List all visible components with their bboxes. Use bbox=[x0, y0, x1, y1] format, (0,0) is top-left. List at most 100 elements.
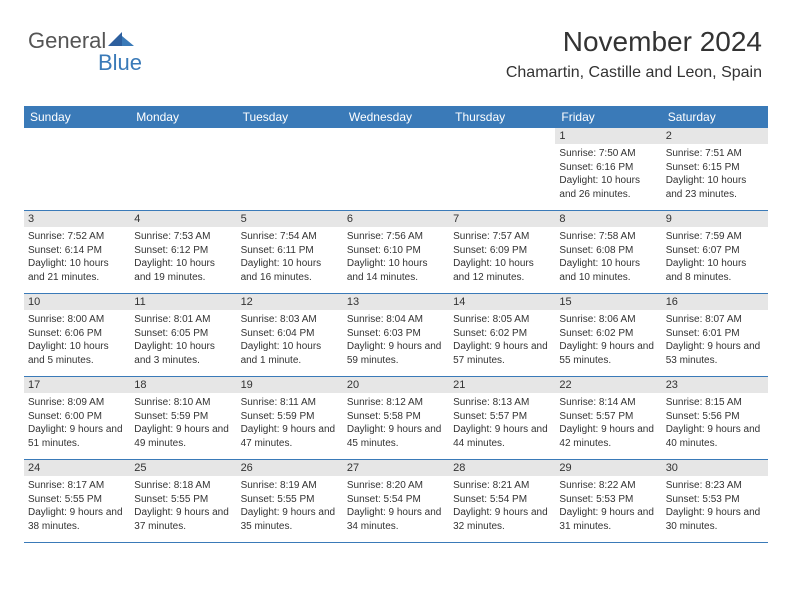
sunrise-text: Sunrise: 7:54 AM bbox=[241, 230, 339, 244]
sunset-text: Sunset: 6:07 PM bbox=[666, 244, 764, 258]
daylight-text: Daylight: 9 hours and 47 minutes. bbox=[241, 423, 339, 450]
day-number: 25 bbox=[130, 460, 236, 476]
day-info: Sunrise: 8:06 AMSunset: 6:02 PMDaylight:… bbox=[559, 313, 657, 367]
sunrise-text: Sunrise: 7:51 AM bbox=[666, 147, 764, 161]
sunset-text: Sunset: 5:59 PM bbox=[134, 410, 232, 424]
day-cell: 13Sunrise: 8:04 AMSunset: 6:03 PMDayligh… bbox=[343, 294, 449, 376]
day-info: Sunrise: 8:05 AMSunset: 6:02 PMDaylight:… bbox=[453, 313, 551, 367]
day-cell: 24Sunrise: 8:17 AMSunset: 5:55 PMDayligh… bbox=[24, 460, 130, 542]
day-cell bbox=[130, 128, 236, 210]
sunrise-text: Sunrise: 8:11 AM bbox=[241, 396, 339, 410]
day-info: Sunrise: 7:50 AMSunset: 6:16 PMDaylight:… bbox=[559, 147, 657, 201]
day-cell: 7 Sunrise: 7:57 AMSunset: 6:09 PMDaylight… bbox=[449, 211, 555, 293]
sunrise-text: Sunrise: 8:10 AM bbox=[134, 396, 232, 410]
day-header-cell: Sunday bbox=[24, 106, 130, 128]
day-number: 30 bbox=[662, 460, 768, 476]
day-number: 23 bbox=[662, 377, 768, 393]
day-cell: 12 Sunrise: 8:03 AMSunset: 6:04 PMDayligh… bbox=[237, 294, 343, 376]
day-info: Sunrise: 7:59 AMSunset: 6:07 PMDaylight:… bbox=[666, 230, 764, 284]
day-info: Sunrise: 8:12 AMSunset: 5:58 PMDaylight:… bbox=[347, 396, 445, 450]
sunrise-text: Sunrise: 8:17 AM bbox=[28, 479, 126, 493]
day-info: Sunrise: 7:57 AMSunset: 6:09 PMDaylight:… bbox=[453, 230, 551, 284]
sunset-text: Sunset: 5:54 PM bbox=[453, 493, 551, 507]
day-cell: 27Sunrise: 8:20 AMSunset: 5:54 PMDayligh… bbox=[343, 460, 449, 542]
sunrise-text: Sunrise: 7:58 AM bbox=[559, 230, 657, 244]
sunset-text: Sunset: 6:10 PM bbox=[347, 244, 445, 258]
day-number: 4 bbox=[130, 211, 236, 227]
day-info: Sunrise: 8:01 AMSunset: 6:05 PMDaylight:… bbox=[134, 313, 232, 367]
sunset-text: Sunset: 6:05 PM bbox=[134, 327, 232, 341]
sunset-text: Sunset: 5:55 PM bbox=[134, 493, 232, 507]
day-info: Sunrise: 8:22 AMSunset: 5:53 PMDaylight:… bbox=[559, 479, 657, 533]
sunrise-text: Sunrise: 8:20 AM bbox=[347, 479, 445, 493]
daylight-text: Daylight: 10 hours and 5 minutes. bbox=[28, 340, 126, 367]
day-cell: 11Sunrise: 8:01 AMSunset: 6:05 PMDayligh… bbox=[130, 294, 236, 376]
day-info: Sunrise: 7:58 AMSunset: 6:08 PMDaylight:… bbox=[559, 230, 657, 284]
day-number: 5 bbox=[237, 211, 343, 227]
day-number: 15 bbox=[555, 294, 661, 310]
day-cell: 17Sunrise: 8:09 AMSunset: 6:00 PMDayligh… bbox=[24, 377, 130, 459]
day-number: 9 bbox=[662, 211, 768, 227]
daylight-text: Daylight: 10 hours and 8 minutes. bbox=[666, 257, 764, 284]
sunset-text: Sunset: 5:53 PM bbox=[666, 493, 764, 507]
day-number: 7 bbox=[449, 211, 555, 227]
day-header-cell: Monday bbox=[130, 106, 236, 128]
day-number: 18 bbox=[130, 377, 236, 393]
sunset-text: Sunset: 5:53 PM bbox=[559, 493, 657, 507]
day-number: 2 bbox=[662, 128, 768, 144]
sunset-text: Sunset: 6:03 PM bbox=[347, 327, 445, 341]
sunset-text: Sunset: 5:59 PM bbox=[241, 410, 339, 424]
day-info: Sunrise: 8:10 AMSunset: 5:59 PMDaylight:… bbox=[134, 396, 232, 450]
day-header-cell: Thursday bbox=[449, 106, 555, 128]
day-info: Sunrise: 8:18 AMSunset: 5:55 PMDaylight:… bbox=[134, 479, 232, 533]
day-cell bbox=[237, 128, 343, 210]
daylight-text: Daylight: 9 hours and 57 minutes. bbox=[453, 340, 551, 367]
sunrise-text: Sunrise: 8:05 AM bbox=[453, 313, 551, 327]
day-cell: 4Sunrise: 7:53 AMSunset: 6:12 PMDaylight… bbox=[130, 211, 236, 293]
sunrise-text: Sunrise: 8:21 AM bbox=[453, 479, 551, 493]
day-cell: 6Sunrise: 7:56 AMSunset: 6:10 PMDaylight… bbox=[343, 211, 449, 293]
sunset-text: Sunset: 6:11 PM bbox=[241, 244, 339, 258]
sunset-text: Sunset: 6:16 PM bbox=[559, 161, 657, 175]
sunset-text: Sunset: 5:54 PM bbox=[347, 493, 445, 507]
day-cell: 3Sunrise: 7:52 AMSunset: 6:14 PMDaylight… bbox=[24, 211, 130, 293]
week-row: 17Sunrise: 8:09 AMSunset: 6:00 PMDayligh… bbox=[24, 377, 768, 460]
location: Chamartin, Castille and Leon, Spain bbox=[506, 64, 762, 82]
daylight-text: Daylight: 10 hours and 14 minutes. bbox=[347, 257, 445, 284]
sunrise-text: Sunrise: 8:09 AM bbox=[28, 396, 126, 410]
sunrise-text: Sunrise: 8:13 AM bbox=[453, 396, 551, 410]
day-header-cell: Wednesday bbox=[343, 106, 449, 128]
day-info: Sunrise: 8:19 AMSunset: 5:55 PMDaylight:… bbox=[241, 479, 339, 533]
day-info: Sunrise: 8:03 AMSunset: 6:04 PMDaylight:… bbox=[241, 313, 339, 367]
daylight-text: Daylight: 9 hours and 30 minutes. bbox=[666, 506, 764, 533]
logo-text-blue: Blue bbox=[98, 50, 142, 76]
day-info: Sunrise: 8:04 AMSunset: 6:03 PMDaylight:… bbox=[347, 313, 445, 367]
day-cell bbox=[24, 128, 130, 210]
week-row: 1Sunrise: 7:50 AMSunset: 6:16 PMDaylight… bbox=[24, 128, 768, 211]
day-info: Sunrise: 8:09 AMSunset: 6:00 PMDaylight:… bbox=[28, 396, 126, 450]
day-info: Sunrise: 8:13 AMSunset: 5:57 PMDaylight:… bbox=[453, 396, 551, 450]
daylight-text: Daylight: 9 hours and 40 minutes. bbox=[666, 423, 764, 450]
day-cell: 29Sunrise: 8:22 AMSunset: 5:53 PMDayligh… bbox=[555, 460, 661, 542]
sunset-text: Sunset: 5:56 PM bbox=[666, 410, 764, 424]
sunrise-text: Sunrise: 8:18 AM bbox=[134, 479, 232, 493]
daylight-text: Daylight: 9 hours and 31 minutes. bbox=[559, 506, 657, 533]
day-number: 12 bbox=[237, 294, 343, 310]
sunset-text: Sunset: 5:58 PM bbox=[347, 410, 445, 424]
week-row: 24Sunrise: 8:17 AMSunset: 5:55 PMDayligh… bbox=[24, 460, 768, 543]
daylight-text: Daylight: 9 hours and 42 minutes. bbox=[559, 423, 657, 450]
sunset-text: Sunset: 6:14 PM bbox=[28, 244, 126, 258]
day-info: Sunrise: 8:23 AMSunset: 5:53 PMDaylight:… bbox=[666, 479, 764, 533]
day-number: 10 bbox=[24, 294, 130, 310]
day-info: Sunrise: 8:17 AMSunset: 5:55 PMDaylight:… bbox=[28, 479, 126, 533]
sunset-text: Sunset: 6:02 PM bbox=[559, 327, 657, 341]
daylight-text: Daylight: 10 hours and 10 minutes. bbox=[559, 257, 657, 284]
daylight-text: Daylight: 9 hours and 35 minutes. bbox=[241, 506, 339, 533]
sunset-text: Sunset: 6:08 PM bbox=[559, 244, 657, 258]
day-number: 6 bbox=[343, 211, 449, 227]
day-number: 16 bbox=[662, 294, 768, 310]
sunset-text: Sunset: 6:12 PM bbox=[134, 244, 232, 258]
calendar: SundayMondayTuesdayWednesdayThursdayFrid… bbox=[24, 106, 768, 543]
day-number: 27 bbox=[343, 460, 449, 476]
sunrise-text: Sunrise: 8:12 AM bbox=[347, 396, 445, 410]
